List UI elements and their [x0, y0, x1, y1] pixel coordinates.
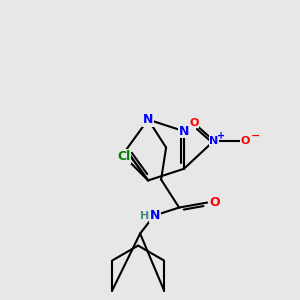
- Text: N: N: [143, 113, 153, 126]
- Text: N: N: [179, 125, 189, 138]
- Text: O: O: [189, 118, 199, 128]
- Text: −: −: [251, 131, 261, 141]
- Text: N: N: [150, 209, 160, 222]
- Text: H: H: [140, 211, 150, 220]
- Text: N: N: [209, 136, 218, 146]
- Text: Cl: Cl: [118, 150, 131, 163]
- Text: O: O: [210, 196, 220, 209]
- Text: O: O: [240, 136, 250, 146]
- Text: +: +: [217, 131, 225, 141]
